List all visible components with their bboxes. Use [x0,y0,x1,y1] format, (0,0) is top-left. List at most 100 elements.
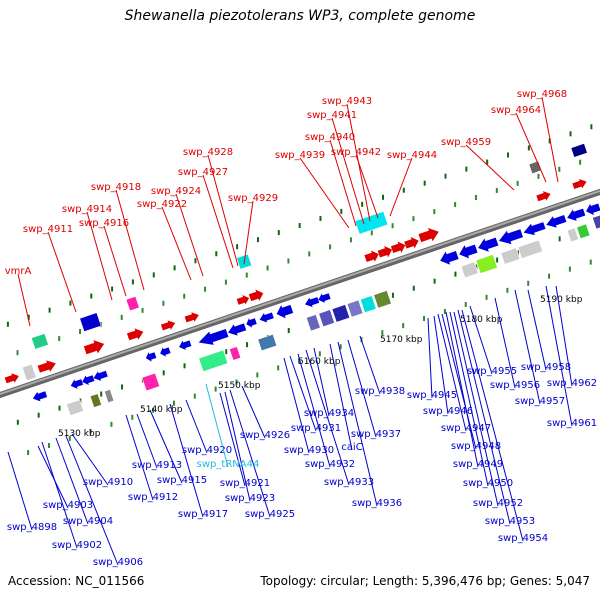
reverse-gene-label-leader [514,289,541,405]
gene-reverse-shape [70,379,84,389]
forward-gene-label: swp_4943 [322,96,372,107]
reverse-gene-label-leader [433,315,449,415]
gene-reverse-shape [32,391,48,402]
reverse-gene-label: swp_4898 [7,522,57,533]
reverse-gene-label: swp_4953 [485,516,535,527]
guide-tick [131,414,134,420]
gene-box [103,389,115,404]
gene-box [198,349,229,372]
reverse-gene-label: swp_4956 [490,380,540,391]
guide-tick [548,138,551,144]
guide-tick [225,349,228,355]
reverse-gene-label-leader [71,433,109,486]
gene-forward-shape [126,328,144,341]
gene-box [66,399,84,416]
gene-box-shape [89,393,102,408]
forward-gene-label-leader [389,157,413,217]
guide-tick [58,336,61,342]
guide-tick [162,370,165,376]
reverse-gene-label: swp_4936 [352,498,402,509]
gene-box-shape [373,290,392,309]
gene-forward-shape [248,289,264,302]
guide-tick [16,419,19,425]
forward-gene-label: swp_4924 [151,186,201,197]
gene-reverse-arrow [546,215,567,228]
gene-forward-arrow [390,241,406,254]
gene-reverse-shape [318,293,331,303]
gene-box-shape [198,349,229,372]
forward-gene-label: swp_4939 [275,150,325,161]
guide-tick [297,358,300,364]
gene-reverse-arrow [498,229,524,245]
guide-tick [37,412,40,418]
guide-tick [141,307,144,313]
guide-tick [496,257,499,263]
guide-tick [27,450,30,456]
guide-tick [287,328,290,334]
guide-tick [162,300,165,306]
guide-tick [89,428,92,434]
guide-tick [120,314,123,320]
gene-box-shape [331,304,351,323]
gene-reverse-shape [160,347,171,357]
gene-box-shape [79,312,102,333]
guide-tick [537,173,540,179]
gene-forward-arrow [83,340,105,355]
reverse-gene-label-leader [136,413,158,469]
reverse-gene-label: swp_4910 [83,477,133,488]
gene-box-shape [103,389,115,404]
guide-tick [308,251,311,257]
guide-tick [349,237,352,243]
forward-gene-label: swp_4964 [491,105,541,116]
gene-reverse-arrow [228,323,247,336]
forward-gene-label-leader [47,231,77,313]
guide-tick [277,365,280,371]
guide-tick [381,194,384,200]
reverse-gene-label: swp_4958 [521,362,571,373]
reverse-gene-label: swp_4912 [128,492,178,503]
gene-box [517,239,544,259]
guide-tick [183,293,186,299]
guide-tick [423,180,426,186]
gene-forward-arrow [37,360,56,373]
reverse-gene-label: swp_4917 [178,509,228,520]
reverse-gene-label: swp_4947 [441,423,491,434]
guide-tick [423,316,426,322]
reverse-gene-label: swp_4962 [547,378,597,389]
guide-tick [412,216,415,222]
guide-tick [194,258,197,264]
gene-box [566,227,579,243]
scale-tick-label: 5130 kbp [58,429,101,439]
guide-tick [298,223,301,229]
gene-forward-shape [390,241,406,254]
gene-reverse-arrow [70,379,84,389]
reverse-gene-label-leader [125,414,154,501]
gene-reverse-arrow [276,304,294,319]
guide-tick [214,386,217,392]
gene-forward-arrow [4,373,19,384]
forward-gene-label: swp_4968 [517,89,567,100]
gene-reverse-shape [478,237,499,252]
guide-tick [318,351,321,357]
guide-tick [58,405,61,411]
guide-tick [266,265,269,271]
gene-box-shape [592,210,600,230]
gene-forward-shape [536,191,551,202]
scale-tick-label: 5180 kbp [460,315,503,325]
forward-gene-label: swp_4916 [79,218,129,229]
reverse-gene-label-leader [527,289,547,371]
guide-tick [90,293,93,299]
reverse-gene-label-leader [224,391,251,502]
guide-tick [527,280,530,286]
guide-tick [193,393,196,399]
scale-tick-label: 5160 kbp [298,357,341,367]
forward-gene-label: swp_4942 [331,147,381,158]
gene-reverse-shape [305,297,320,308]
gene-box [570,143,588,158]
guide-tick [319,215,322,221]
scale-tick-label: 5190 kbp [540,295,583,305]
forward-gene-label: swp_4918 [91,182,141,193]
reverse-gene-label-leader [437,313,467,432]
guide-tick [402,187,405,193]
